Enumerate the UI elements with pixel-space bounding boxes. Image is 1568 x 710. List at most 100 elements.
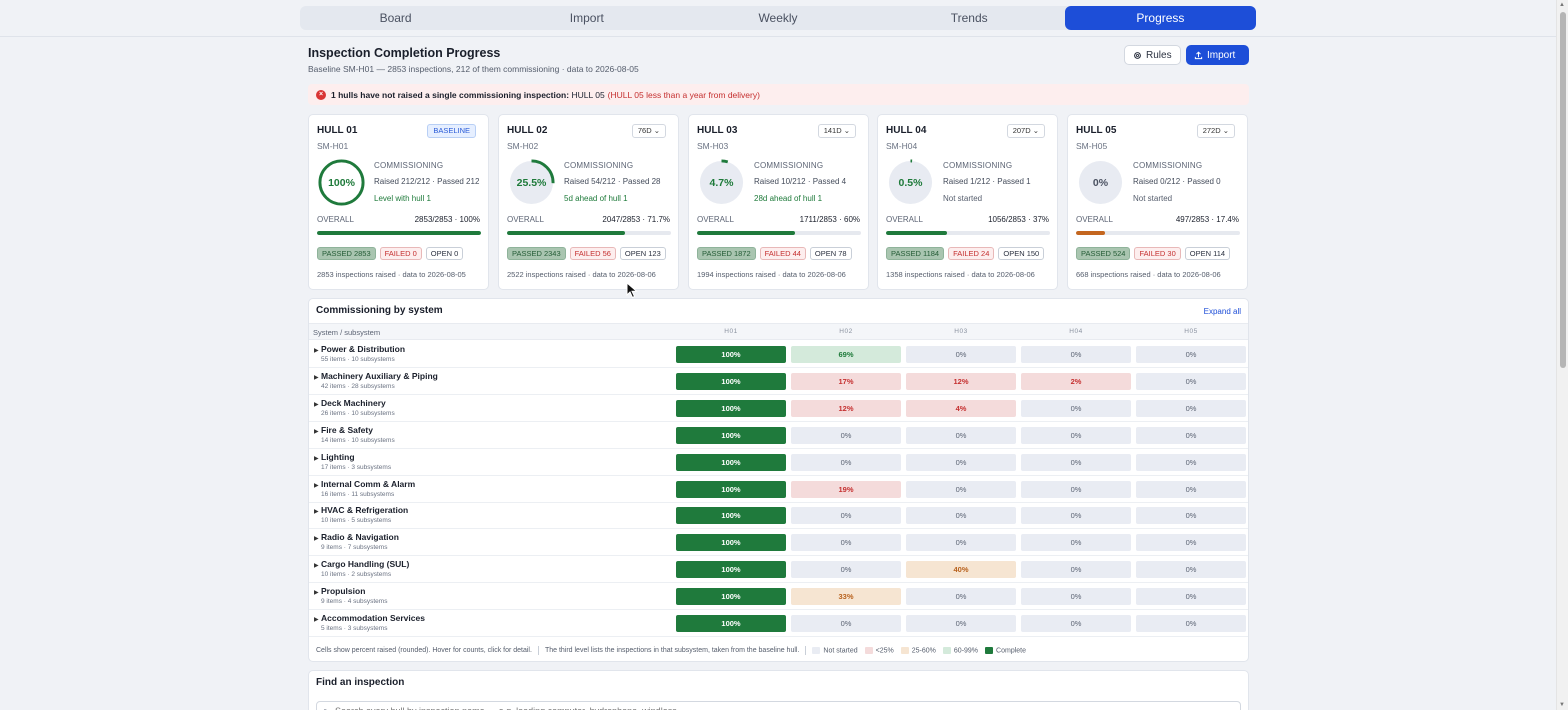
expand-caret-icon[interactable]: ▶: [314, 401, 319, 408]
system-cell-h01[interactable]: 100%: [676, 372, 786, 390]
system-cell-h01[interactable]: 100%: [676, 346, 786, 363]
system-cell-h05[interactable]: 0%: [1136, 615, 1246, 632]
expand-caret-icon[interactable]: ▶: [314, 374, 319, 381]
expand-caret-icon[interactable]: ▶: [314, 482, 319, 489]
system-row[interactable]: ▶ HVAC & Refrigeration 10 items · 5 subsys…: [309, 502, 1248, 530]
passed-pill[interactable]: PASSED 2853: [317, 247, 376, 260]
system-cell-h04[interactable]: 0%: [1021, 426, 1131, 444]
system-row[interactable]: ▶ Machinery Auxiliary & Piping 42 items · …: [309, 368, 1248, 395]
system-cell-h03[interactable]: 0%: [906, 588, 1016, 606]
system-row[interactable]: ▶ Propulsion 9 items · 4 subsystems 100% 33%…: [309, 583, 1248, 611]
failed-pill[interactable]: FAILED 24: [948, 247, 995, 260]
system-cell-h03[interactable]: 0%: [906, 507, 1016, 525]
days-dropdown[interactable]: 272D ⌄: [1196, 124, 1235, 138]
search-input[interactable]: [316, 701, 1241, 710]
system-row[interactable]: ▶ Power & Distribution 55 items · 10 subsy…: [309, 341, 1248, 368]
tab-weekly[interactable]: Weekly: [758, 11, 798, 25]
tab-trends[interactable]: Trends: [950, 11, 988, 25]
expand-caret-icon[interactable]: ▶: [314, 509, 319, 516]
system-cell-h03[interactable]: 0%: [906, 615, 1016, 632]
system-cell-h05[interactable]: 0%: [1136, 399, 1246, 417]
open-pill[interactable]: OPEN 114: [1184, 247, 1231, 260]
system-row[interactable]: ▶ Cargo Handling (SUL) 10 items · 2 subsys…: [309, 556, 1248, 584]
scrollbar[interactable]: ▲ ▼: [1556, 0, 1568, 710]
expand-caret-icon[interactable]: ▶: [314, 455, 319, 462]
tab-board[interactable]: Board: [379, 11, 412, 25]
scroll-down-arrow[interactable]: ▼: [1559, 702, 1565, 708]
system-cell-h04[interactable]: 0%: [1021, 399, 1131, 417]
system-cell-h02[interactable]: 69%: [791, 346, 901, 363]
system-cell-h01[interactable]: 100%: [676, 399, 786, 417]
open-pill[interactable]: OPEN 0: [425, 247, 464, 260]
system-cell-h05[interactable]: 0%: [1136, 561, 1246, 579]
system-cell-h04[interactable]: 0%: [1021, 346, 1131, 363]
days-dropdown[interactable]: 76D ⌄: [631, 124, 666, 138]
system-cell-h02[interactable]: 0%: [791, 615, 901, 632]
system-cell-h05[interactable]: 0%: [1136, 372, 1246, 390]
rules-button[interactable]: Rules: [1124, 45, 1181, 65]
system-row[interactable]: ▶ Radio & Navigation 9 items · 7 subsystem…: [309, 529, 1248, 557]
open-pill[interactable]: OPEN 123: [619, 247, 666, 260]
import-button[interactable]: Import: [1186, 45, 1249, 65]
failed-pill[interactable]: FAILED 56: [569, 247, 616, 260]
system-cell-h03[interactable]: 4%: [906, 399, 1016, 417]
system-cell-h03[interactable]: 0%: [906, 480, 1016, 498]
open-pill[interactable]: OPEN 78: [809, 247, 852, 260]
system-cell-h05[interactable]: 0%: [1136, 507, 1246, 525]
system-cell-h01[interactable]: 100%: [676, 426, 786, 444]
expand-caret-icon[interactable]: ▶: [314, 563, 319, 570]
system-cell-h01[interactable]: 100%: [676, 453, 786, 471]
failed-pill[interactable]: FAILED 44: [759, 247, 806, 260]
system-cell-h02[interactable]: 19%: [791, 480, 901, 498]
system-cell-h02[interactable]: 0%: [791, 534, 901, 552]
failed-pill[interactable]: FAILED 30: [1134, 247, 1181, 260]
system-cell-h04[interactable]: 0%: [1021, 534, 1131, 552]
system-cell-h03[interactable]: 0%: [906, 426, 1016, 444]
expand-caret-icon[interactable]: ▶: [314, 617, 319, 623]
system-row[interactable]: ▶ Fire & Safety 14 items · 10 subsystems 10…: [309, 422, 1248, 449]
expand-caret-icon[interactable]: ▶: [314, 348, 319, 354]
system-cell-h04[interactable]: 0%: [1021, 615, 1131, 632]
system-cell-h01[interactable]: 100%: [676, 534, 786, 552]
days-dropdown[interactable]: 207D ⌄: [1006, 124, 1045, 138]
system-row[interactable]: ▶ Deck Machinery 26 items · 10 subsystems 1…: [309, 395, 1248, 422]
system-cell-h05[interactable]: 0%: [1136, 588, 1246, 606]
scroll-up-arrow[interactable]: ▲: [1559, 2, 1565, 8]
system-cell-h03[interactable]: 12%: [906, 372, 1016, 390]
system-cell-h05[interactable]: 0%: [1136, 426, 1246, 444]
system-cell-h02[interactable]: 0%: [791, 561, 901, 579]
system-cell-h04[interactable]: 0%: [1021, 507, 1131, 525]
system-cell-h03[interactable]: 40%: [906, 561, 1016, 579]
system-cell-h03[interactable]: 0%: [906, 346, 1016, 363]
system-cell-h04[interactable]: 0%: [1021, 561, 1131, 579]
system-cell-h01[interactable]: 100%: [676, 615, 786, 632]
expand-all-link[interactable]: Expand all: [1203, 307, 1241, 316]
system-row[interactable]: ▶ Internal Comm & Alarm 16 items · 11 subs…: [309, 476, 1248, 503]
expand-caret-icon[interactable]: ▶: [314, 536, 319, 543]
system-cell-h03[interactable]: 0%: [906, 534, 1016, 552]
expand-caret-icon[interactable]: ▶: [314, 428, 319, 435]
system-cell-h02[interactable]: 12%: [791, 399, 901, 417]
system-cell-h03[interactable]: 0%: [906, 453, 1016, 471]
passed-pill[interactable]: PASSED 524: [1076, 247, 1131, 260]
open-pill[interactable]: OPEN 150: [998, 247, 1045, 260]
system-cell-h01[interactable]: 100%: [676, 561, 786, 579]
system-cell-h01[interactable]: 100%: [676, 507, 786, 525]
system-cell-h05[interactable]: 0%: [1136, 534, 1246, 552]
system-row[interactable]: ▶ Lighting 17 items · 3 subsystems 100% 0% 0%…: [309, 449, 1248, 476]
system-cell-h02[interactable]: 0%: [791, 426, 901, 444]
tab-import[interactable]: Import: [569, 11, 604, 25]
scrollbar-thumb[interactable]: [1560, 12, 1566, 368]
failed-pill[interactable]: FAILED 0: [379, 247, 422, 260]
passed-pill[interactable]: PASSED 2343: [507, 247, 566, 260]
system-cell-h02[interactable]: 17%: [791, 372, 901, 390]
system-cell-h04[interactable]: 0%: [1021, 453, 1131, 471]
passed-pill[interactable]: PASSED 1184: [886, 247, 945, 260]
system-cell-h04[interactable]: 2%: [1021, 372, 1131, 390]
system-cell-h01[interactable]: 100%: [676, 588, 786, 606]
system-cell-h05[interactable]: 0%: [1136, 346, 1246, 363]
system-cell-h02[interactable]: 0%: [791, 507, 901, 525]
system-cell-h04[interactable]: 0%: [1021, 480, 1131, 498]
system-cell-h04[interactable]: 0%: [1021, 588, 1131, 606]
system-cell-h01[interactable]: 100%: [676, 480, 786, 498]
